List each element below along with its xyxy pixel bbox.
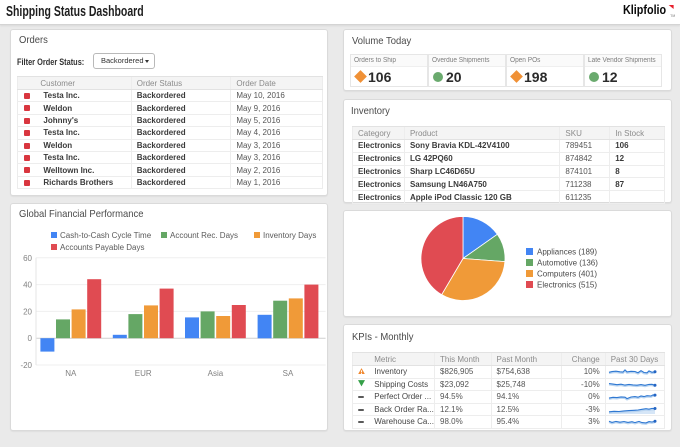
svg-text:20: 20 — [23, 307, 32, 316]
svg-text:Appliances (189): Appliances (189) — [537, 248, 597, 257]
svg-text:Electronics (515): Electronics (515) — [537, 281, 597, 290]
svg-text:60: 60 — [23, 254, 32, 263]
svg-text:Computers (401): Computers (401) — [537, 270, 597, 279]
svg-text:0: 0 — [28, 334, 33, 343]
svg-text:Account Rec. Days: Account Rec. Days — [170, 231, 238, 240]
svg-text:40: 40 — [23, 281, 32, 290]
svg-text:Asia: Asia — [208, 369, 224, 378]
svg-text:NA: NA — [65, 369, 77, 378]
svg-text:-20: -20 — [20, 361, 32, 370]
svg-text:Cash-to-Cash Cycle Time: Cash-to-Cash Cycle Time — [60, 231, 152, 240]
svg-text:Inventory Days: Inventory Days — [263, 231, 316, 240]
svg-text:Automotive (136): Automotive (136) — [537, 259, 598, 268]
svg-text:EUR: EUR — [135, 369, 152, 378]
svg-text:Accounts Payable Days: Accounts Payable Days — [60, 243, 145, 252]
svg-text:SA: SA — [283, 369, 294, 378]
